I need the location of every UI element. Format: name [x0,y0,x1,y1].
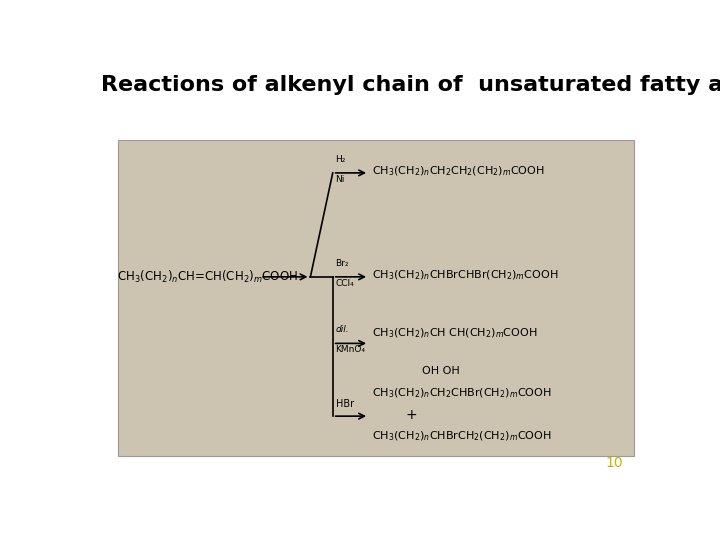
Text: Ni: Ni [336,175,345,184]
Text: Reactions of alkenyl chain of  unsaturated fatty acids: Reactions of alkenyl chain of unsaturate… [101,75,720,95]
Text: HBr: HBr [336,399,354,409]
Text: CH$_3$(CH$_2$)$_n$CHBrCH$_2$(CH$_2$)$_m$COOH: CH$_3$(CH$_2$)$_n$CHBrCH$_2$(CH$_2$)$_m$… [372,430,552,443]
Text: +: + [405,408,417,422]
Text: CH$_3$(CH$_2$)$_n$CH$_2$CH$_2$(CH$_2$)$_m$COOH: CH$_3$(CH$_2$)$_n$CH$_2$CH$_2$(CH$_2$)$_… [372,164,544,178]
Text: CCl₄: CCl₄ [336,279,354,288]
Text: CH$_3$(CH$_2$)$_n$CH CH(CH$_2$)$_m$COOH: CH$_3$(CH$_2$)$_n$CH CH(CH$_2$)$_m$COOH [372,327,537,340]
Text: OH OH: OH OH [422,366,460,376]
Text: CH$_3$(CH$_2$)$_n$CHBrCHBr(CH$_2$)$_m$COOH: CH$_3$(CH$_2$)$_n$CHBrCHBr(CH$_2$)$_m$CO… [372,268,558,281]
Text: H₂: H₂ [336,155,346,164]
Text: Br₂: Br₂ [336,259,349,268]
Text: 10: 10 [606,456,624,470]
Text: CH$_3$(CH$_2$)$_n$CH=CH(CH$_2$)$_m$COOH: CH$_3$(CH$_2$)$_n$CH=CH(CH$_2$)$_m$COOH [117,269,297,285]
Text: KMnO₄: KMnO₄ [336,346,366,354]
Text: CH$_3$(CH$_2$)$_n$CH$_2$CHBr(CH$_2$)$_m$COOH: CH$_3$(CH$_2$)$_n$CH$_2$CHBr(CH$_2$)$_m$… [372,386,552,400]
Bar [118,140,634,456]
Text: dil.: dil. [336,325,349,334]
